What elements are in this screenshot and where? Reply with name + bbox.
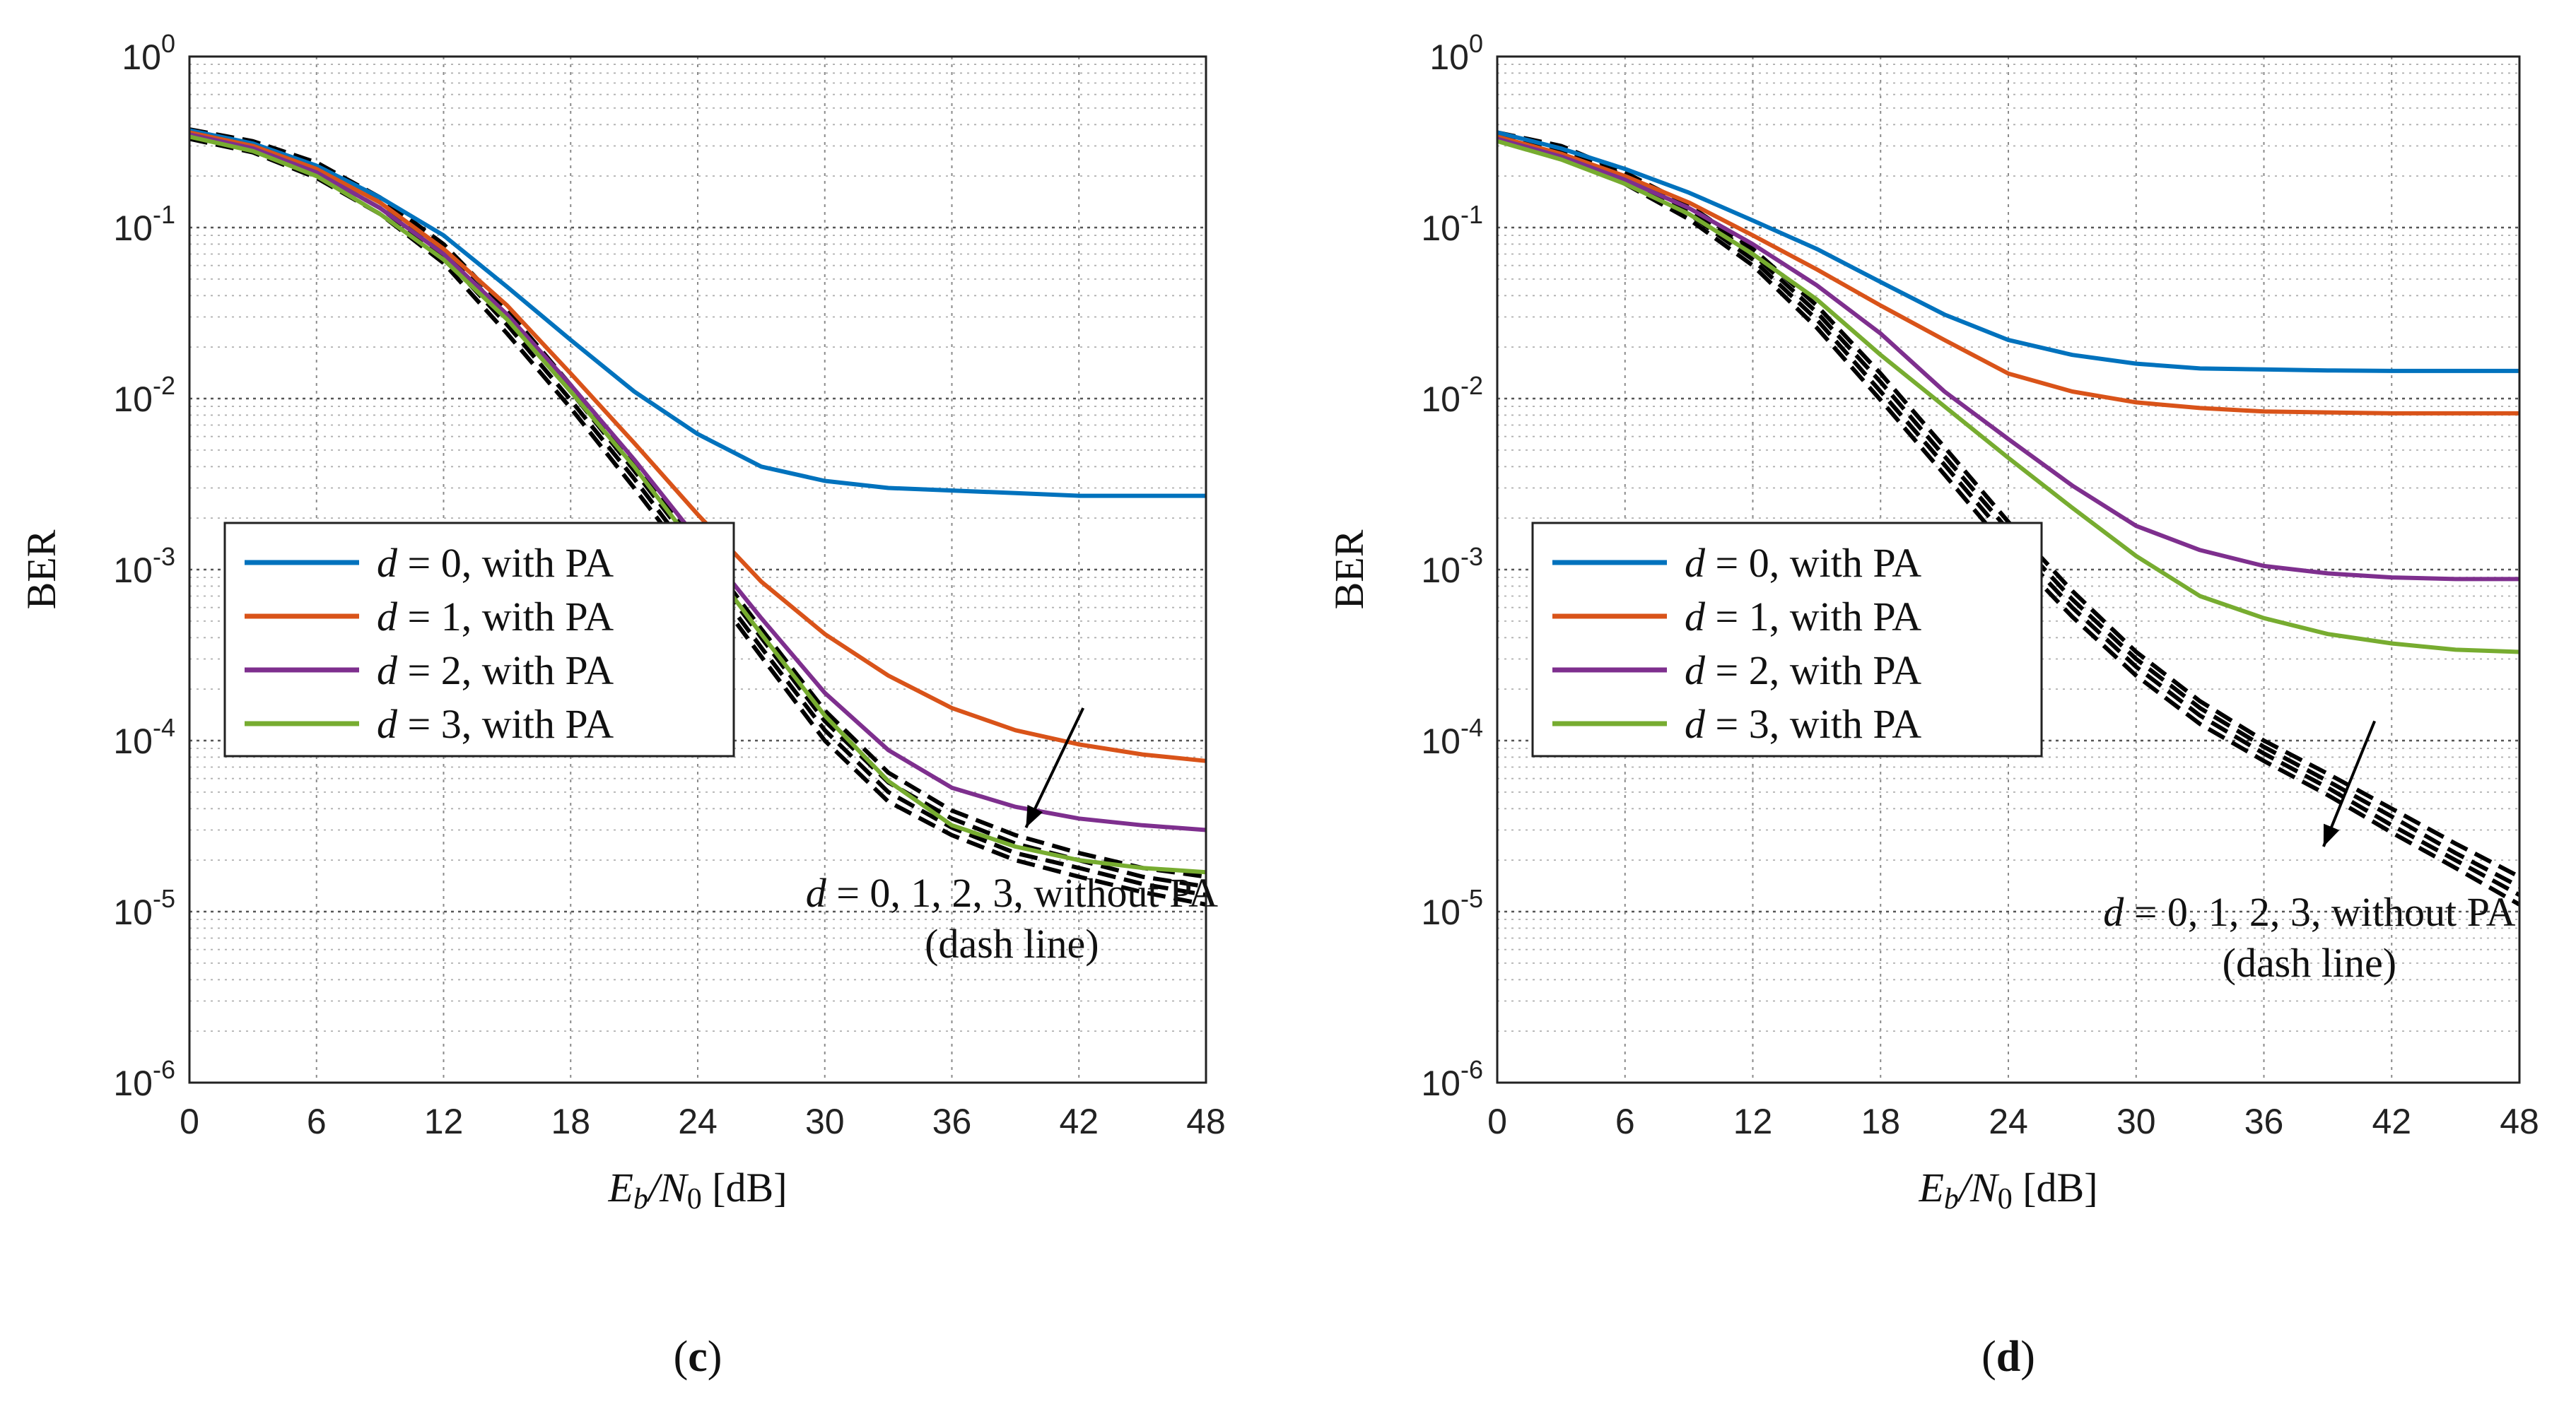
x-tick-label: 30 <box>805 1102 845 1141</box>
y-tick-label: 10-3 <box>113 542 175 590</box>
legend-label-d1: d = 1, with PA <box>1685 594 1921 640</box>
x-tick-label: 30 <box>2117 1102 2156 1141</box>
panel-caption-d: (d) <box>1981 1333 2035 1381</box>
x-tick-label: 42 <box>2372 1102 2411 1141</box>
annotation-label: d = 0, 1, 2, 3, without PA <box>2103 889 2515 935</box>
caption-close-c: ) <box>708 1333 722 1381</box>
x-axis-title-mid-d: /N <box>1957 1165 2000 1211</box>
y-tick-label: 10-4 <box>1421 713 1483 761</box>
y-tick-label: 10-6 <box>1421 1055 1483 1103</box>
annotation-note: (dash line) <box>925 921 1099 967</box>
caption-letter-c: c <box>688 1333 708 1381</box>
plot-frame-d <box>1496 55 2521 1084</box>
x-axis-title-unit-c: [dB] <box>702 1165 788 1211</box>
legend-label-d3: d = 3, with PA <box>377 701 614 747</box>
x-tick-label: 36 <box>932 1102 972 1141</box>
series-line-d3-with-pa <box>1497 139 2520 654</box>
y-tick-label: 10-2 <box>113 371 175 419</box>
y-tick-label: 10-5 <box>113 884 175 932</box>
x-tick-label: 48 <box>2500 1102 2539 1141</box>
series-line-d2-with-pa <box>1497 136 2519 582</box>
plot-frame-c <box>188 55 1207 1084</box>
x-tick-label: 6 <box>1615 1102 1635 1141</box>
y-tick-label: 10-4 <box>113 713 175 761</box>
annotation-note: (dash line) <box>2223 940 2396 986</box>
y-tick-label: 10-2 <box>1421 371 1483 419</box>
annotation-c: d = 0, 1, 2, 3, without PA (dash line) <box>806 707 1218 967</box>
annotation-arrow-head <box>2323 823 2340 847</box>
caption-open-c: ( <box>674 1333 689 1381</box>
annotation-d: d = 0, 1, 2, 3, without PA (dash line) <box>2103 720 2516 986</box>
x-axis-title-mid-c: /N <box>646 1165 689 1211</box>
x-axis-title-sub1-d: b <box>1944 1183 1959 1215</box>
x-tick-label: 48 <box>1186 1102 1226 1141</box>
x-tick-label: 0 <box>1487 1102 1507 1141</box>
x-axis-title-sub2-d: 0 <box>1998 1183 2013 1215</box>
series-line-d0-with-pa <box>189 128 1206 498</box>
x-axis-title-sub1-c: b <box>633 1183 648 1215</box>
x-axis-title-var-c: E <box>607 1165 633 1211</box>
x-tick-label: 24 <box>1989 1102 2028 1141</box>
x-tick-label: 12 <box>424 1102 464 1141</box>
series-line-d1-with-pa <box>189 130 1207 763</box>
annotation-label: d = 0, 1, 2, 3, without PA <box>806 870 1218 916</box>
x-tick-label: 0 <box>180 1102 199 1141</box>
x-tick-label: 18 <box>1861 1102 1900 1141</box>
caption-open-d: ( <box>1981 1333 1996 1381</box>
y-axis-title-d: BER <box>1326 529 1372 609</box>
y-tick-label: 10-3 <box>1421 542 1483 590</box>
annotation-arrow-shaft <box>2322 720 2377 847</box>
panel-caption-c: (c) <box>674 1333 722 1381</box>
y-axis-title-c: BER <box>18 529 64 609</box>
caption-letter-d: d <box>1996 1333 2020 1381</box>
x-tick-label: 24 <box>678 1102 718 1141</box>
annotation-arrow-head <box>1026 804 1043 828</box>
y-tick-labels-c: 100 10-1 10-2 10-3 10-4 10-5 10-6 <box>113 29 175 1103</box>
legend-label-d2: d = 2, with PA <box>1685 647 1921 693</box>
y-tick-label: 10-1 <box>113 200 175 248</box>
x-tick-label: 18 <box>551 1102 590 1141</box>
legend-label-d2: d = 2, with PA <box>377 647 614 693</box>
x-axis-title-var-d: E <box>1918 1165 1943 1211</box>
y-tick-label: 10-1 <box>1421 200 1483 248</box>
legend-label-d0: d = 0, with PA <box>1685 540 1921 586</box>
y-tick-label: 10-5 <box>1421 884 1483 932</box>
series-line-d3-with-pa <box>189 134 1207 875</box>
x-tick-labels-c: 0 6 12 18 24 30 36 42 48 <box>180 1102 1226 1141</box>
y-tick-label: 100 <box>122 29 175 77</box>
x-tick-label: 42 <box>1059 1102 1099 1141</box>
series-line-d0-with-pa <box>1497 130 2519 373</box>
x-axis-title-unit-d: [dB] <box>2013 1165 2098 1211</box>
y-tick-label: 100 <box>1429 29 1483 77</box>
x-tick-label: 12 <box>1733 1102 1773 1141</box>
x-tick-labels-d: 0 6 12 18 24 30 36 42 48 <box>1487 1102 2539 1141</box>
legend-label-d3: d = 3, with PA <box>1685 701 1921 747</box>
legend-d: d = 0, with PA d = 1, with PA d = 2, with … <box>1531 522 2043 758</box>
caption-close-d: ) <box>2020 1333 2035 1381</box>
x-axis-title-d: Eb/N0 [dB] <box>1918 1165 2097 1215</box>
x-tick-label: 36 <box>2244 1102 2284 1141</box>
x-axis-title-sub2-c: 0 <box>687 1183 702 1215</box>
chart-panel-d: 0 6 12 18 24 30 36 42 48 100 10-1 10-2 10-3 10-4 10-5… <box>1326 29 2539 1381</box>
x-tick-label: 6 <box>307 1102 327 1141</box>
chart-panel-c: 0 6 12 18 24 30 36 42 48 100 10-1 10-2 10-3 10-4 10-5… <box>18 29 1226 1381</box>
x-axis-title-c: Eb/N0 [dB] <box>607 1165 787 1215</box>
legend-label-d0: d = 0, with PA <box>377 540 614 586</box>
legend-c: d = 0, with PA d = 1, with PA d = 2, with … <box>223 522 735 758</box>
y-tick-label: 10-6 <box>113 1055 175 1103</box>
annotation-arrow-shaft <box>1024 707 1085 828</box>
legend-label-d1: d = 1, with PA <box>377 594 614 640</box>
y-tick-labels-d: 100 10-1 10-2 10-3 10-4 10-5 10-6 <box>1421 29 1483 1103</box>
series-line-d1-with-pa <box>1497 134 2519 416</box>
solid-curves-d <box>1497 130 2520 654</box>
